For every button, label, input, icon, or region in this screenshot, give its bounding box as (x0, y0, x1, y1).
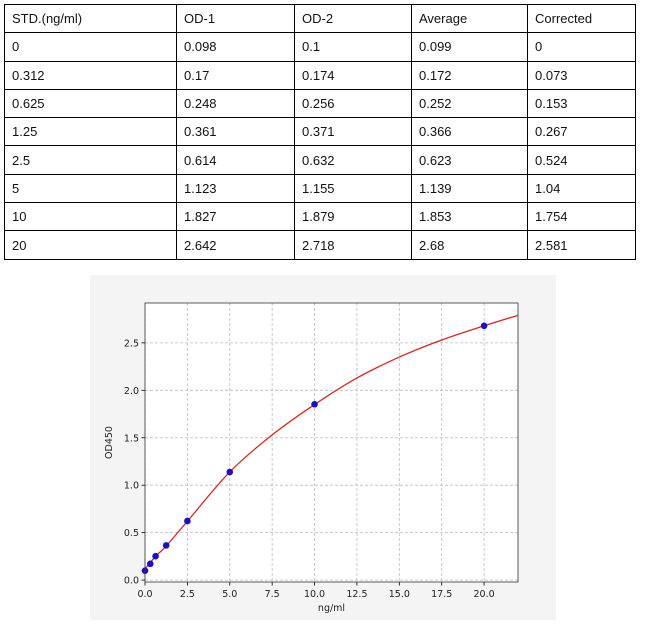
plot-frame (144, 302, 519, 583)
table-cell: 0.073 (527, 60, 636, 90)
table-cell: 2.68 (411, 230, 528, 260)
y-tick-label: 2.5 (124, 338, 139, 349)
table-cell: 0.632 (294, 145, 412, 175)
data-point (184, 517, 191, 525)
table-cell: 10 (4, 202, 177, 232)
x-tick-label: 5.0 (222, 589, 237, 600)
table-cell: 0.623 (411, 145, 528, 175)
table-cell: 0.174 (294, 60, 412, 90)
table-row: 0.625 0.248 0.256 0.252 0.153 (4, 88, 636, 119)
table-cell: 0.17 (176, 60, 295, 90)
column-header: OD-2 (294, 3, 412, 34)
x-tick-label: 12.5 (346, 589, 367, 600)
x-tick-label: 17.5 (431, 589, 452, 600)
table-row: 2.5 0.614 0.632 0.623 0.524 (4, 145, 636, 175)
table-cell: 0.256 (294, 88, 412, 119)
table-cell: 1.123 (176, 173, 295, 204)
table-row: 0.312 0.17 0.174 0.172 0.073 (4, 60, 636, 90)
table-cell: 5 (4, 173, 177, 204)
chart-svg: 0.0 2.5 5.0 7.5 10.0 12.5 15.0 17.5 20.0 0.0 0.5 1.… (104, 302, 519, 614)
y-tick-label: 1.0 (124, 481, 139, 492)
table-row: 20 2.642 2.718 2.68 2.581 (4, 230, 636, 260)
x-tick-label: 2.5 (180, 589, 195, 600)
table-cell: 0.614 (176, 145, 295, 175)
table-cell: 0.371 (294, 117, 412, 147)
table-cell: 1.04 (527, 173, 636, 204)
table-row: 5 1.123 1.155 1.139 1.04 (4, 173, 636, 204)
table-cell: 0.252 (411, 88, 528, 119)
data-point (146, 560, 154, 568)
table-row: 1.25 0.361 0.371 0.366 0.267 (4, 117, 636, 147)
data-point (162, 542, 170, 549)
y-tick-label: 0.5 (124, 528, 139, 539)
table-row: 0 0.098 0.1 0.099 0 (4, 32, 636, 62)
table-cell: 20 (4, 230, 177, 260)
table-cell: 2.5 (4, 145, 177, 175)
table-header-row: STD.(ng/ml) OD-1 OD-2 Average Corrected (4, 3, 636, 34)
column-header: Average (411, 3, 528, 34)
table-cell: 0.312 (4, 60, 177, 90)
column-header: STD.(ng/ml) (4, 3, 177, 34)
table-cell: 0 (527, 32, 636, 62)
column-header: Corrected (527, 3, 636, 34)
table-cell: 0 (4, 32, 177, 62)
table-cell: 1.754 (527, 202, 636, 232)
table-cell: 2.642 (176, 230, 295, 260)
standard-curve-chart: 0.0 2.5 5.0 7.5 10.0 12.5 15.0 17.5 20.0 0.0 0.5 1.… (90, 275, 556, 620)
table-cell: 0.625 (4, 88, 177, 119)
x-axis-label: ng/ml (318, 603, 345, 614)
table-cell: 1.827 (176, 202, 295, 232)
table-cell: 0.153 (527, 88, 636, 119)
x-tick-label: 10.0 (304, 589, 325, 600)
standards-table: STD.(ng/ml) OD-1 OD-2 Average Corrected 0 0.09… (4, 3, 636, 260)
column-header: OD-1 (176, 3, 295, 34)
table-cell: 0.267 (527, 117, 636, 147)
plot-area (145, 303, 518, 582)
table-cell: 0.1 (294, 32, 412, 62)
data-point (226, 468, 234, 476)
table-cell: 1.25 (4, 117, 177, 147)
table-cell: 1.879 (294, 202, 412, 232)
table-cell: 0.366 (411, 117, 528, 147)
table-cell: 2.581 (527, 230, 636, 260)
y-tick-label: 0.0 (124, 576, 139, 587)
x-tick-label: 15.0 (389, 589, 410, 600)
table-cell: 0.172 (411, 60, 528, 90)
y-tick-label: 1.5 (124, 433, 139, 444)
x-tick-label: 0.0 (137, 589, 152, 600)
table-cell: 0.098 (176, 32, 295, 62)
table-cell: 0.248 (176, 88, 295, 119)
table-row: 10 1.827 1.879 1.853 1.754 (4, 202, 636, 232)
data-point (152, 552, 159, 560)
data-point (311, 400, 318, 408)
y-tick-label: 2.0 (124, 386, 139, 397)
table-cell: 0.524 (527, 145, 636, 175)
table-cell: 0.099 (411, 32, 528, 62)
table-cell: 2.718 (294, 230, 412, 260)
table-cell: 1.853 (411, 202, 528, 232)
y-axis-label: OD450 (104, 426, 115, 459)
table-cell: 1.139 (411, 173, 528, 204)
x-tick-label: 20.0 (474, 589, 495, 600)
table-cell: 1.155 (294, 173, 412, 204)
data-point (480, 322, 488, 330)
x-tick-label: 7.5 (265, 589, 280, 600)
table-cell: 0.361 (176, 117, 295, 147)
